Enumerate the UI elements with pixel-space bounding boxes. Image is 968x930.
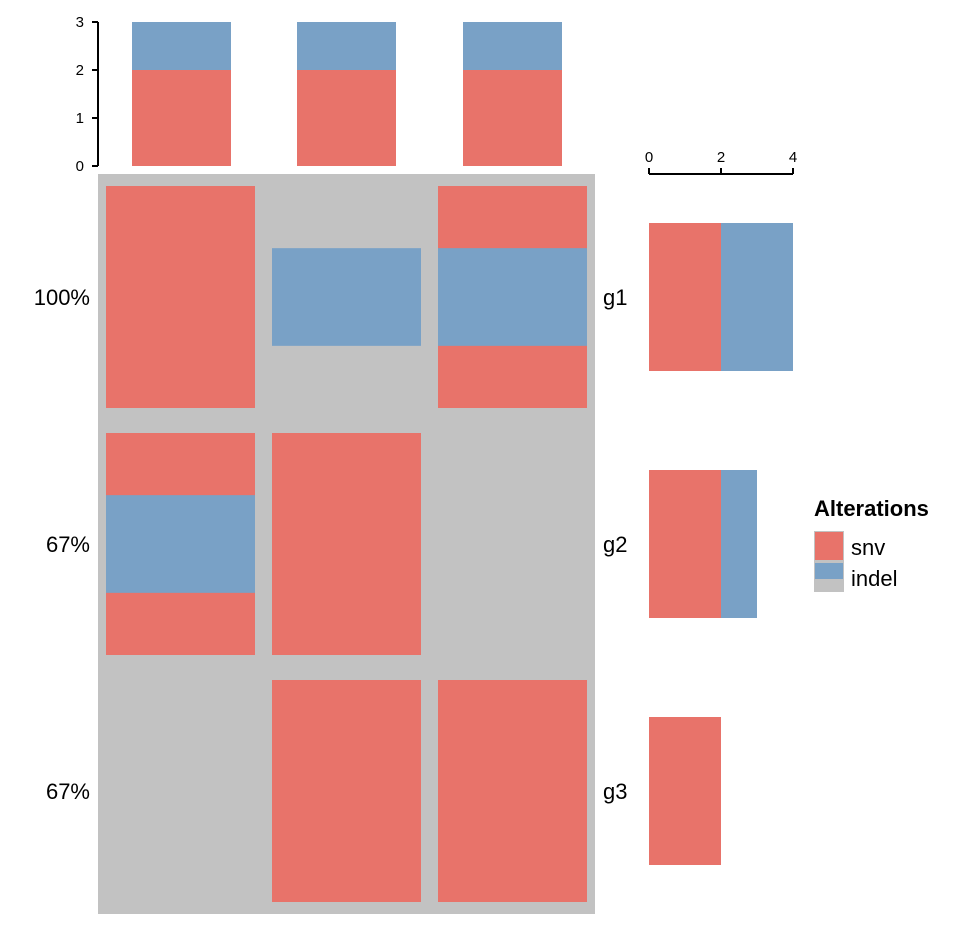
top-axis-tick-label: 1 [76, 110, 84, 127]
top-axis-tick-label: 0 [76, 158, 84, 175]
right-bar-snv-g3 [649, 717, 721, 865]
top-axis-tick-label: 3 [76, 14, 84, 31]
legend-swatch-snv [815, 532, 843, 560]
right-axis-tick-label: 0 [645, 149, 653, 166]
gene-label-g1: g1 [603, 285, 627, 310]
cell-snv-g1-s1 [106, 186, 255, 408]
top-bar-indel-s3 [463, 22, 562, 70]
cell-snv-g3-s3 [438, 680, 587, 902]
gene-label-g2: g2 [603, 532, 627, 557]
legend-label-snv: snv [851, 535, 885, 560]
right-bar-indel-g2 [721, 470, 757, 618]
right-bar-snv-g1 [649, 223, 721, 371]
row-labels: 100% g1 67% g2 67% g3 [34, 285, 628, 804]
top-bar-snv-s1 [132, 70, 231, 166]
cell-indel-g1-s3 [438, 248, 587, 346]
top-barplot-axis: 0 1 2 3 [76, 14, 99, 175]
right-axis-tick-label: 2 [717, 149, 725, 166]
legend-title: Alterations [814, 496, 929, 521]
gene-label-g3: g3 [603, 779, 627, 804]
top-barplot [132, 22, 562, 166]
oncoprint-matrix [98, 174, 595, 914]
right-bar-indel-g1 [721, 223, 793, 371]
cell-indel-g2-s1 [106, 495, 255, 593]
pct-label-g3: 67% [46, 779, 90, 804]
top-axis-tick-label: 2 [76, 62, 84, 79]
legend-label-indel: indel [851, 566, 897, 591]
top-bar-snv-s3 [463, 70, 562, 166]
pct-label-g1: 100% [34, 285, 90, 310]
top-bar-indel-s1 [132, 22, 231, 70]
legend-swatch-indel [815, 563, 843, 579]
pct-label-g2: 67% [46, 532, 90, 557]
right-barplot [649, 223, 793, 865]
right-barplot-axis: 0 2 4 [645, 149, 797, 175]
top-bar-snv-s2 [297, 70, 396, 166]
right-bar-snv-g2 [649, 470, 721, 618]
right-axis-tick-label: 4 [789, 149, 797, 166]
cell-snv-g2-s2 [272, 433, 421, 655]
cell-snv-g3-s2 [272, 680, 421, 902]
cell-indel-g1-s2 [272, 248, 421, 346]
legend: Alterations snv indel [814, 496, 929, 592]
top-bar-indel-s2 [297, 22, 396, 70]
